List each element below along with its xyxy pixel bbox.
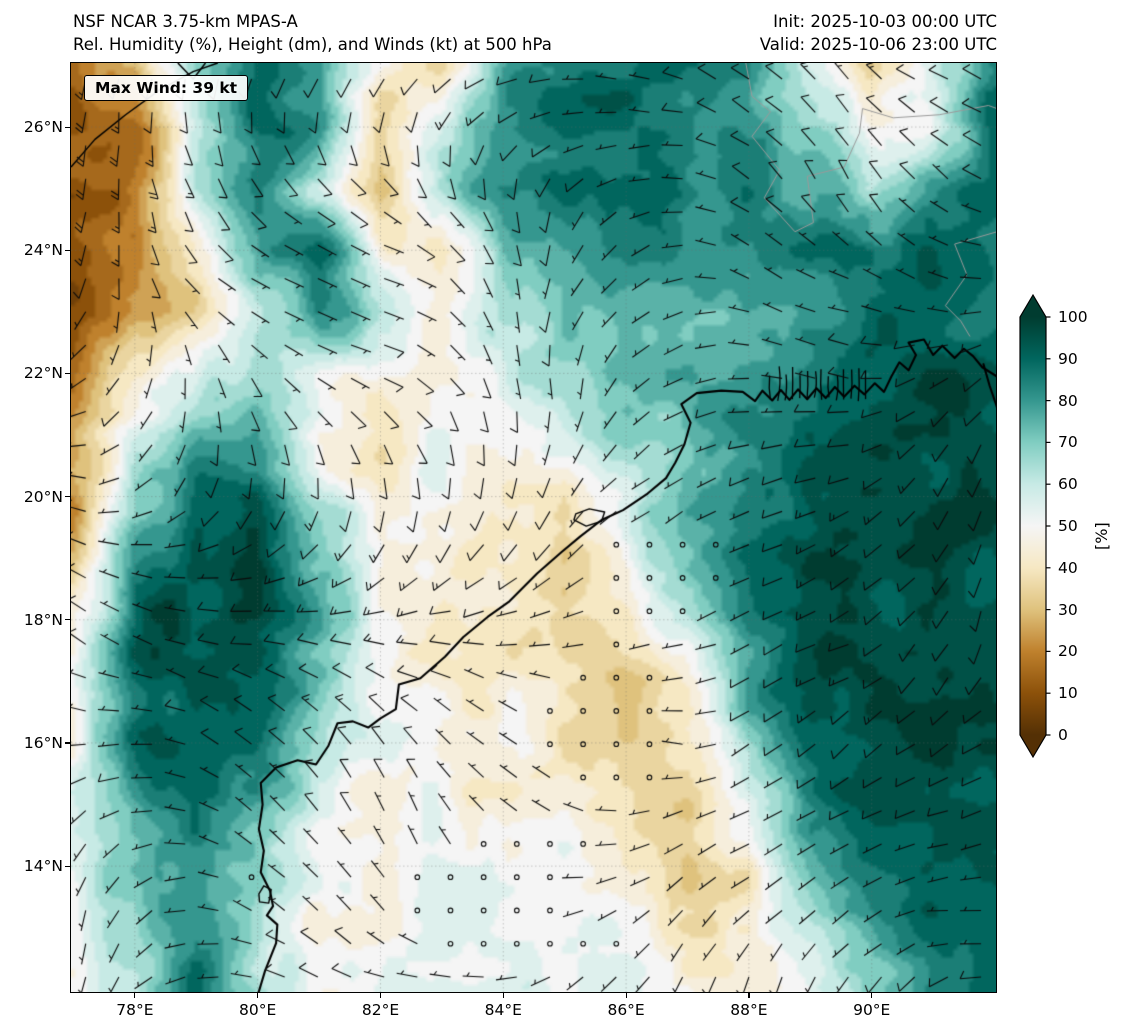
fields-subtitle: Rel. Humidity (%), Height (dm), and Wind… (73, 35, 552, 54)
y-tick-label: 18°N (23, 610, 63, 629)
map-canvas (71, 63, 997, 993)
x-tick-label: 78°E (116, 1001, 154, 1019)
y-tick-mark (65, 249, 70, 251)
max-wind-label: Max Wind: 39 kt (84, 75, 249, 101)
x-tick-label: 80°E (239, 1001, 277, 1019)
x-tick-mark (257, 993, 259, 998)
header-right: Init: 2025-10-03 00:00 UTC Valid: 2025-1… (760, 10, 997, 56)
y-tick-label: 14°N (23, 857, 63, 876)
y-tick-mark (65, 126, 70, 128)
colorbar-tick-label: 60 (1058, 475, 1078, 494)
colorbar-tick-label: 20 (1058, 642, 1078, 661)
y-tick-mark (65, 372, 70, 375)
y-tick-mark (65, 496, 70, 498)
x-tick-mark (134, 993, 136, 998)
init-time: Init: 2025-10-03 00:00 UTC (773, 12, 997, 31)
colorbar-tick-label: 100 (1058, 308, 1088, 326)
colorbar-tick-label: 10 (1058, 684, 1078, 703)
y-tick-label: 20°N (23, 487, 63, 506)
x-tick-mark (502, 993, 504, 998)
colorbar-tick-label: 50 (1058, 517, 1078, 535)
valid-time: Valid: 2025-10-06 23:00 UTC (759, 35, 997, 54)
x-tick-label: 82°E (361, 1001, 400, 1019)
x-tick-label: 90°E (853, 1001, 891, 1019)
x-tick-mark (625, 993, 627, 998)
colorbar-tick-label: 80 (1058, 391, 1078, 410)
colorbar-svg (1019, 293, 1051, 759)
y-tick-mark (65, 619, 70, 621)
y-tick-label: 22°N (23, 364, 63, 383)
x-tick-label: 88°E (730, 1001, 768, 1019)
colorbar-tick-label: 0 (1058, 726, 1068, 744)
colorbar-tick-label: 90 (1058, 349, 1078, 368)
y-tick-label: 26°N (23, 118, 63, 137)
colorbar: [%] 0 10 20 30 40 50 60 70 80 90 100 (1014, 293, 1127, 773)
x-tick-label: 86°E (607, 1001, 645, 1019)
colorbar-tick-label: 70 (1058, 433, 1078, 452)
header-left: NSF NCAR 3.75-km MPAS-A Rel. Humidity (%… (73, 10, 552, 56)
x-tick-mark (871, 993, 873, 998)
x-tick-mark (379, 993, 382, 998)
model-title: NSF NCAR 3.75-km MPAS-A (73, 12, 298, 31)
y-tick-label: 16°N (23, 733, 63, 752)
y-tick-mark (65, 865, 70, 867)
x-tick-label: 84°E (484, 1001, 522, 1019)
colorbar-tick-label: 30 (1058, 600, 1078, 619)
colorbar-gradient (1019, 293, 1047, 759)
y-tick-label: 24°N (23, 241, 63, 260)
x-tick-mark (748, 993, 750, 998)
colorbar-axis-label: [%] (1092, 522, 1111, 550)
y-tick-mark (65, 742, 70, 744)
colorbar-tick-label: 40 (1058, 558, 1078, 577)
